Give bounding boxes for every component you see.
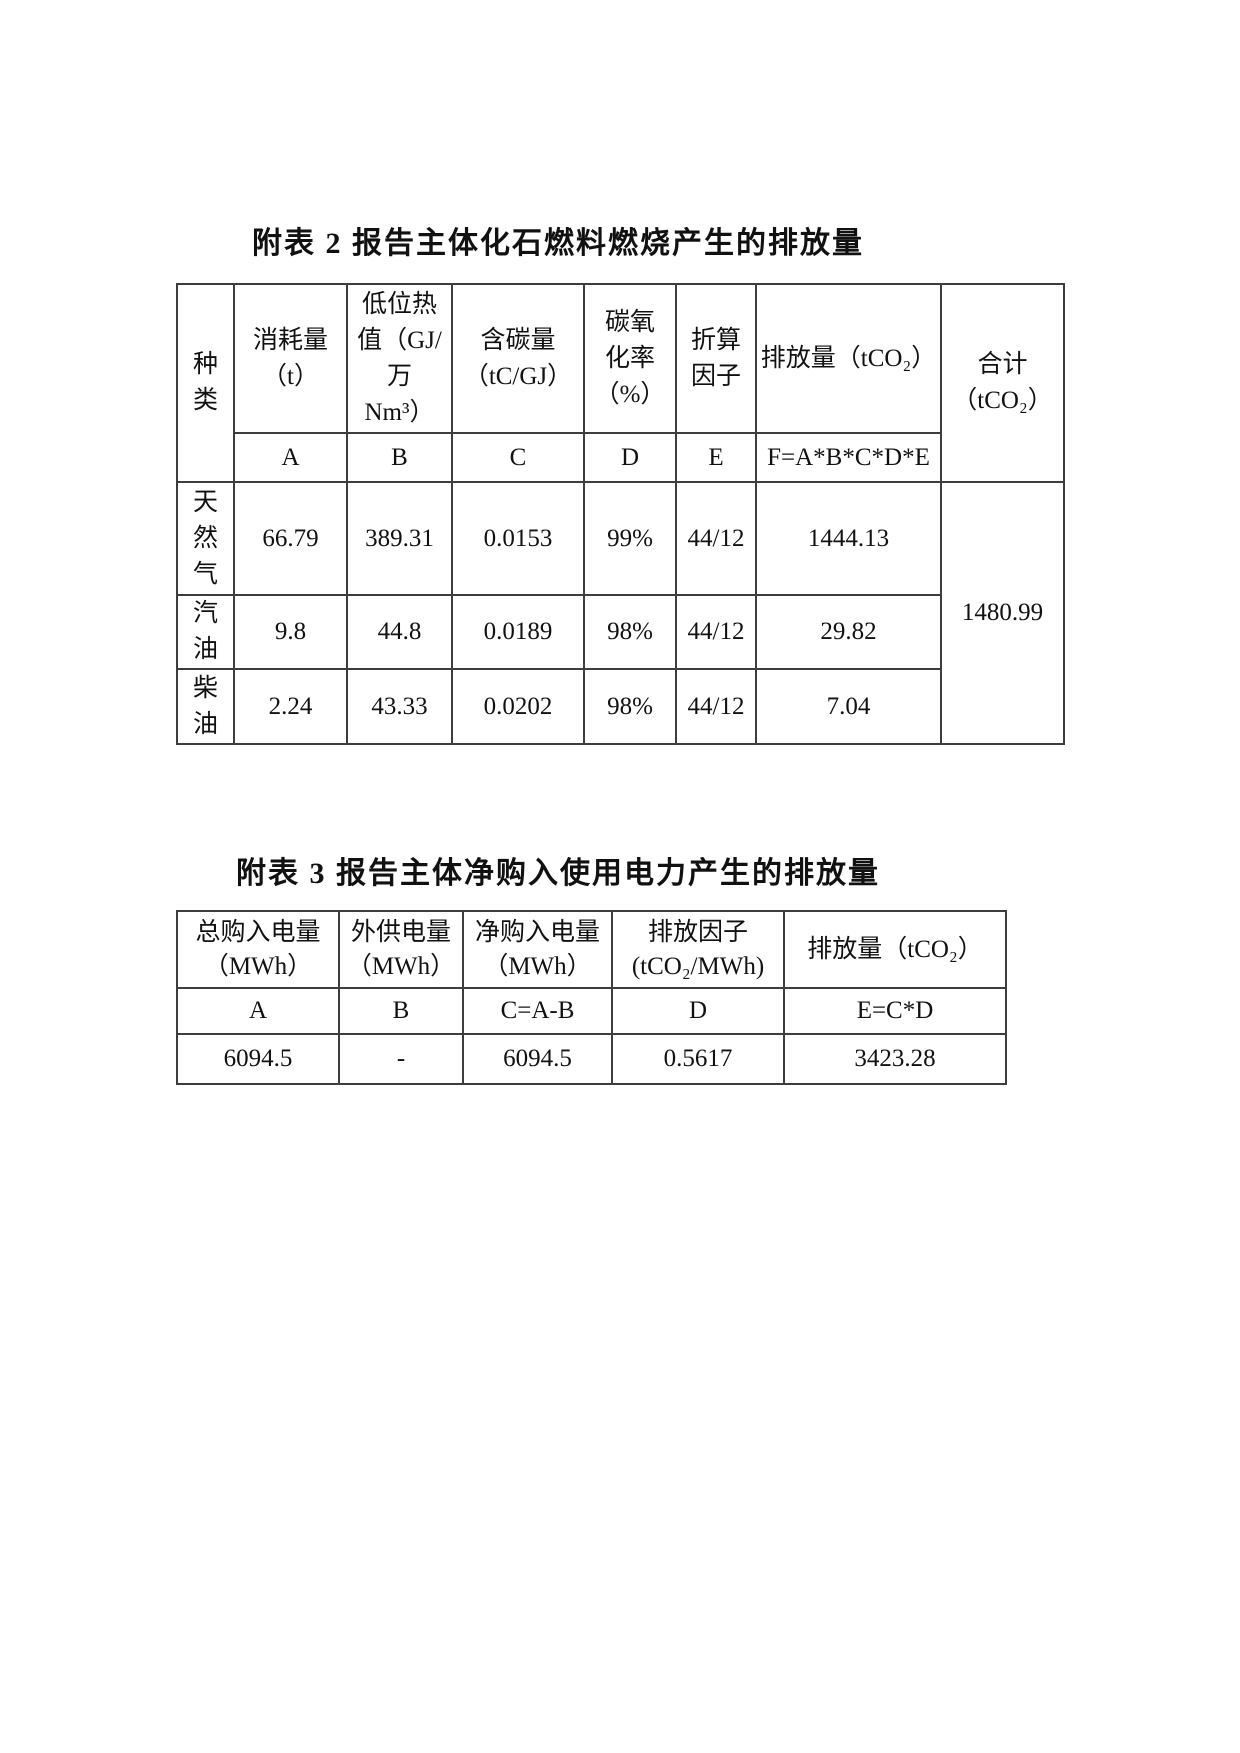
fossil-fuel-emissions-table: 种 类 消耗量 （t） 低位热 值（GJ/ 万 Nm³） 含碳量 （tC/GJ）… bbox=[176, 283, 1065, 745]
cell-conversion-factor: 44/12 bbox=[675, 668, 757, 745]
cell-consumption: 2.24 bbox=[233, 668, 348, 745]
cell-heating-value: 389.31 bbox=[346, 481, 453, 596]
header-oxidation-rate: 碳氧 化率 （%） bbox=[583, 283, 677, 434]
header-total-purchased-electricity: 总购入电量 （MWh） bbox=[176, 910, 340, 989]
formula-net-purchased: C=A-B bbox=[462, 987, 613, 1035]
cell-conversion-factor: 44/12 bbox=[675, 594, 757, 670]
formula-exported: B bbox=[338, 987, 464, 1035]
formula-emission-factor: D bbox=[611, 987, 785, 1035]
cell-conversion-factor: 44/12 bbox=[675, 481, 757, 596]
table2-title: 附表 2 报告主体化石燃料燃烧产生的排放量 bbox=[252, 227, 864, 260]
formula-carbon-content: C bbox=[451, 432, 585, 483]
cell-emission: 7.04 bbox=[755, 668, 942, 745]
formula-emission: F=A*B*C*D*E bbox=[755, 432, 942, 483]
formula-oxidation-rate: D bbox=[583, 432, 677, 483]
cell-carbon-content: 0.0202 bbox=[451, 668, 585, 745]
cell-total-emissions: 1480.99 bbox=[940, 481, 1065, 745]
table3-title: 附表 3 报告主体净购入使用电力产生的排放量 bbox=[236, 857, 880, 890]
cell-carbon-content: 0.0189 bbox=[451, 594, 585, 670]
fuel-row-label-gasoline: 汽 油 bbox=[176, 594, 235, 670]
fuel-row-label-diesel: 柴 油 bbox=[176, 668, 235, 745]
formula-consumption: A bbox=[233, 432, 348, 483]
header-emission: 排放量（tCO₂） bbox=[755, 283, 942, 434]
cell-emission: 3423.28 bbox=[783, 1033, 1007, 1085]
cell-exported: - bbox=[338, 1033, 464, 1085]
cell-oxidation-rate: 99% bbox=[583, 481, 677, 596]
header-conversion-factor: 折算 因子 bbox=[675, 283, 757, 434]
cell-net-purchased: 6094.5 bbox=[462, 1033, 613, 1085]
formula-emission: E=C*D bbox=[783, 987, 1007, 1035]
cell-consumption: 9.8 bbox=[233, 594, 348, 670]
table-row: 6094.5 - 6094.5 0.5617 3423.28 bbox=[176, 1033, 1007, 1085]
table-row: 汽 油 9.8 44.8 0.0189 98% 44/12 29.82 bbox=[176, 594, 1064, 670]
cell-emission-factor: 0.5617 bbox=[611, 1033, 785, 1085]
purchased-electricity-emissions-table: 总购入电量 （MWh） 外供电量 （MWh） 净购入电量 （MWh） 排放因子 … bbox=[176, 910, 1007, 1085]
cell-oxidation-rate: 98% bbox=[583, 594, 677, 670]
header-heating-value: 低位热 值（GJ/ 万 Nm³） bbox=[346, 283, 453, 434]
formula-heating-value: B bbox=[346, 432, 453, 483]
header-exported-electricity: 外供电量 （MWh） bbox=[338, 910, 464, 989]
cell-carbon-content: 0.0153 bbox=[451, 481, 585, 596]
formula-total-purchased: A bbox=[176, 987, 340, 1035]
header-category: 种 类 bbox=[176, 283, 235, 483]
header-total: 合计 （tCO₂） bbox=[940, 283, 1065, 483]
header-emission: 排放量（tCO₂） bbox=[783, 910, 1007, 989]
fuel-row-label-natural-gas: 天 然 气 bbox=[176, 481, 235, 596]
header-carbon-content: 含碳量 （tC/GJ） bbox=[451, 283, 585, 434]
header-consumption: 消耗量 （t） bbox=[233, 283, 348, 434]
cell-consumption: 66.79 bbox=[233, 481, 348, 596]
header-emission-factor: 排放因子 (tCO₂/MWh) bbox=[611, 910, 785, 989]
cell-total-purchased: 6094.5 bbox=[176, 1033, 340, 1085]
cell-heating-value: 44.8 bbox=[346, 594, 453, 670]
cell-emission: 29.82 bbox=[755, 594, 942, 670]
table-row: 天 然 气 66.79 389.31 0.0153 99% 44/12 1444… bbox=[176, 481, 1065, 745]
header-net-purchased-electricity: 净购入电量 （MWh） bbox=[462, 910, 613, 989]
cell-oxidation-rate: 98% bbox=[583, 668, 677, 745]
formula-conversion-factor: E bbox=[675, 432, 757, 483]
cell-emission: 1444.13 bbox=[755, 481, 942, 596]
cell-heating-value: 43.33 bbox=[346, 668, 453, 745]
table-row: 柴 油 2.24 43.33 0.0202 98% 44/12 7.04 bbox=[176, 668, 1064, 745]
